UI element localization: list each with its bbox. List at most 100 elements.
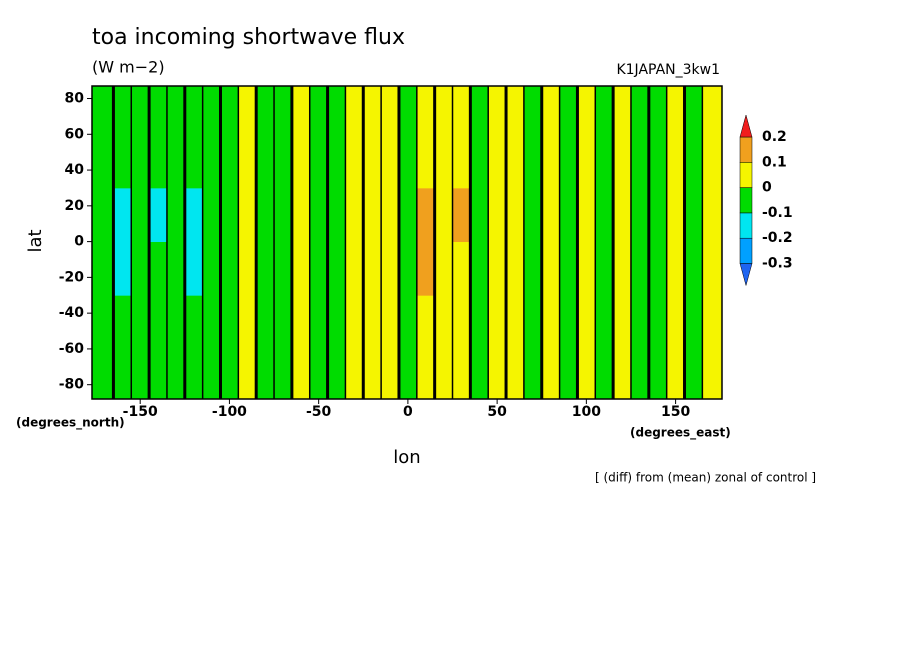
contour-cell [149, 295, 168, 400]
contour-cell [506, 187, 525, 243]
contour-cell [256, 86, 275, 189]
y-tick-label: -40 [59, 305, 85, 321]
contour-cell [256, 187, 275, 243]
contour-cell [327, 295, 346, 400]
y-tick-label: -80 [59, 377, 85, 393]
contour-cell [523, 241, 543, 296]
contour-cell [291, 241, 311, 296]
contour-cell [398, 187, 418, 243]
contour-cell [541, 295, 560, 400]
contour-cell [434, 295, 453, 400]
contour-cell [506, 295, 525, 400]
contour-cell [577, 86, 596, 189]
contour-cell [488, 86, 507, 189]
contour-cell [613, 241, 632, 296]
contour-cell [92, 241, 114, 296]
colorbar-label: 0.2 [762, 129, 787, 145]
y-units: (degrees_north) [16, 416, 125, 431]
colorbar-box [739, 212, 753, 239]
contour-cell [523, 295, 543, 400]
contour-cell [256, 241, 275, 296]
contour-cell [149, 241, 168, 296]
contour-cell [220, 187, 239, 243]
contour-cell [238, 187, 257, 243]
contour-cell [398, 295, 418, 400]
contour-cell [595, 187, 614, 243]
contour-cell [559, 86, 578, 189]
colorbar-box [739, 136, 753, 163]
contour-cell [666, 187, 685, 243]
colorbar-label: -0.3 [762, 256, 793, 272]
contour-cell [92, 187, 114, 243]
contour-cell [613, 86, 632, 189]
contour-cell [666, 295, 685, 400]
contour-cell [434, 86, 453, 189]
contour-cell [416, 187, 436, 243]
contour-cell [291, 86, 311, 189]
contour-cell [238, 86, 257, 189]
contour-cell [577, 295, 596, 400]
contour-cell [309, 187, 328, 243]
contour-cell [220, 86, 239, 189]
contour-cell [702, 295, 723, 400]
colorbar-label: -0.1 [762, 205, 793, 221]
y-tick-label: 40 [65, 162, 85, 178]
contour-cell [630, 86, 650, 189]
contour-cell [648, 187, 668, 243]
contour-cell [113, 295, 132, 400]
contour-cell [506, 241, 525, 296]
y-tick-label: 80 [65, 91, 85, 107]
colorbar-label: -0.2 [762, 230, 793, 246]
contour-cell [327, 241, 346, 296]
colorbar-box [739, 187, 753, 214]
x-tick-label: 150 [661, 404, 690, 420]
contour-cell [488, 241, 507, 296]
contour-cell [470, 187, 489, 243]
contour-cell [398, 241, 418, 296]
contour-cell [648, 86, 668, 189]
contour-cell [149, 187, 168, 243]
x-tick-label: -150 [123, 404, 158, 420]
contour-cell [702, 241, 723, 296]
contour-cell [630, 241, 650, 296]
colorbar-box [739, 237, 753, 264]
contour-cell [184, 86, 204, 189]
contour-cell [184, 295, 204, 400]
contour-cell [470, 295, 489, 400]
x-units: (degrees_east) [630, 426, 731, 441]
colorbar-label: 0 [762, 180, 772, 196]
contour-cell [488, 295, 507, 400]
contour-cell [434, 187, 453, 243]
x-tick-label: 50 [487, 404, 507, 420]
contour-cell [256, 295, 275, 400]
contour-cell [452, 241, 471, 296]
y-tick-label: -60 [59, 341, 85, 357]
contour-cell [666, 86, 685, 189]
contour-cell [345, 86, 364, 189]
contour-cell [684, 295, 703, 400]
contour-cell [345, 187, 364, 243]
contour-cell [541, 187, 560, 243]
contour-cell [541, 86, 560, 189]
colorbar-tip [739, 114, 753, 138]
contour-cell [595, 86, 614, 189]
contour-cell [309, 86, 328, 189]
contour-cell [202, 241, 221, 296]
contour-cell [220, 295, 239, 400]
contour-cell [684, 241, 703, 296]
contour-cell [577, 187, 596, 243]
contour-cell [149, 86, 168, 189]
y-tick-label: 0 [74, 234, 84, 250]
contour-cell [184, 187, 204, 243]
contour-cell [559, 187, 578, 243]
contour-cell [113, 187, 132, 243]
contour-cell [345, 241, 364, 296]
y-tick-label: 60 [65, 126, 85, 142]
contour-cell [92, 86, 114, 189]
x-tick-label: 100 [572, 404, 601, 420]
contour-cell [416, 86, 436, 189]
y-tick-label: -20 [59, 269, 85, 285]
contour-cell [684, 187, 703, 243]
x-tick-label: 0 [403, 404, 413, 420]
y-axis-title: lat [25, 229, 46, 252]
